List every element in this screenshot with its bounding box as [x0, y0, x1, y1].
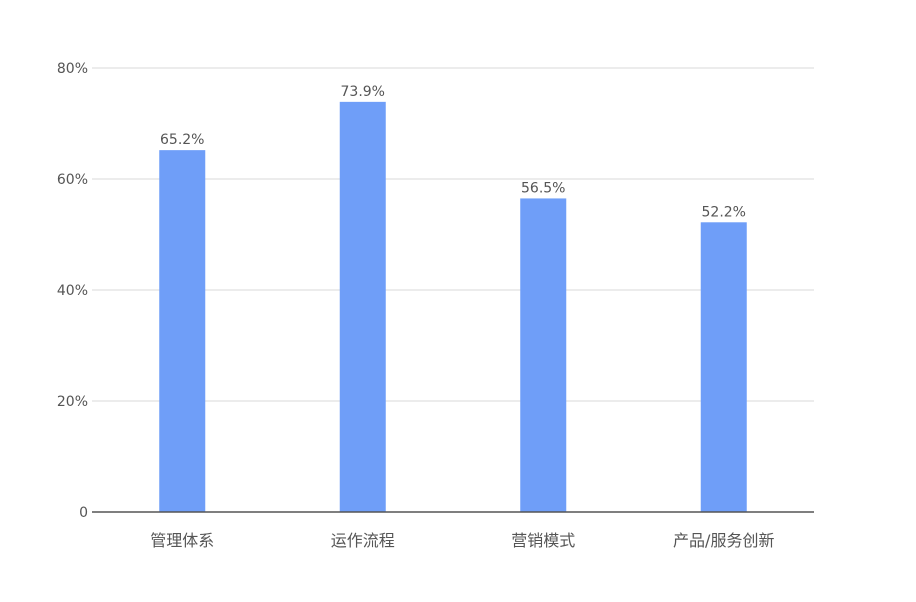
y-tick-label: 0: [79, 505, 88, 521]
data-label: 52.2%: [702, 204, 746, 220]
y-tick-label: 40%: [57, 283, 88, 299]
x-tick-label: 管理体系: [150, 531, 214, 550]
x-axis-category-labels: 管理体系 运作流程 营销模式 产品/服务创新: [150, 531, 774, 550]
data-label: 73.9%: [341, 84, 385, 100]
bar: [700, 222, 747, 513]
gridlines: [92, 67, 814, 402]
x-tick-label: 产品/服务创新: [673, 531, 774, 550]
y-axis-tick-labels: 0 20% 40% 60% 80%: [57, 61, 88, 521]
y-tick-label: 20%: [57, 394, 88, 410]
bars: [159, 101, 747, 513]
bar: [159, 150, 206, 512]
y-tick-label: 60%: [57, 172, 88, 188]
data-label: 65.2%: [160, 132, 204, 148]
bar: [520, 198, 567, 513]
bar: [339, 101, 386, 512]
x-tick-label: 营销模式: [511, 531, 575, 550]
y-tick-label: 80%: [57, 61, 88, 77]
x-tick-label: 运作流程: [331, 531, 395, 550]
data-label: 56.5%: [521, 180, 565, 196]
data-labels: 65.2% 73.9% 56.5% 52.2%: [160, 84, 746, 220]
